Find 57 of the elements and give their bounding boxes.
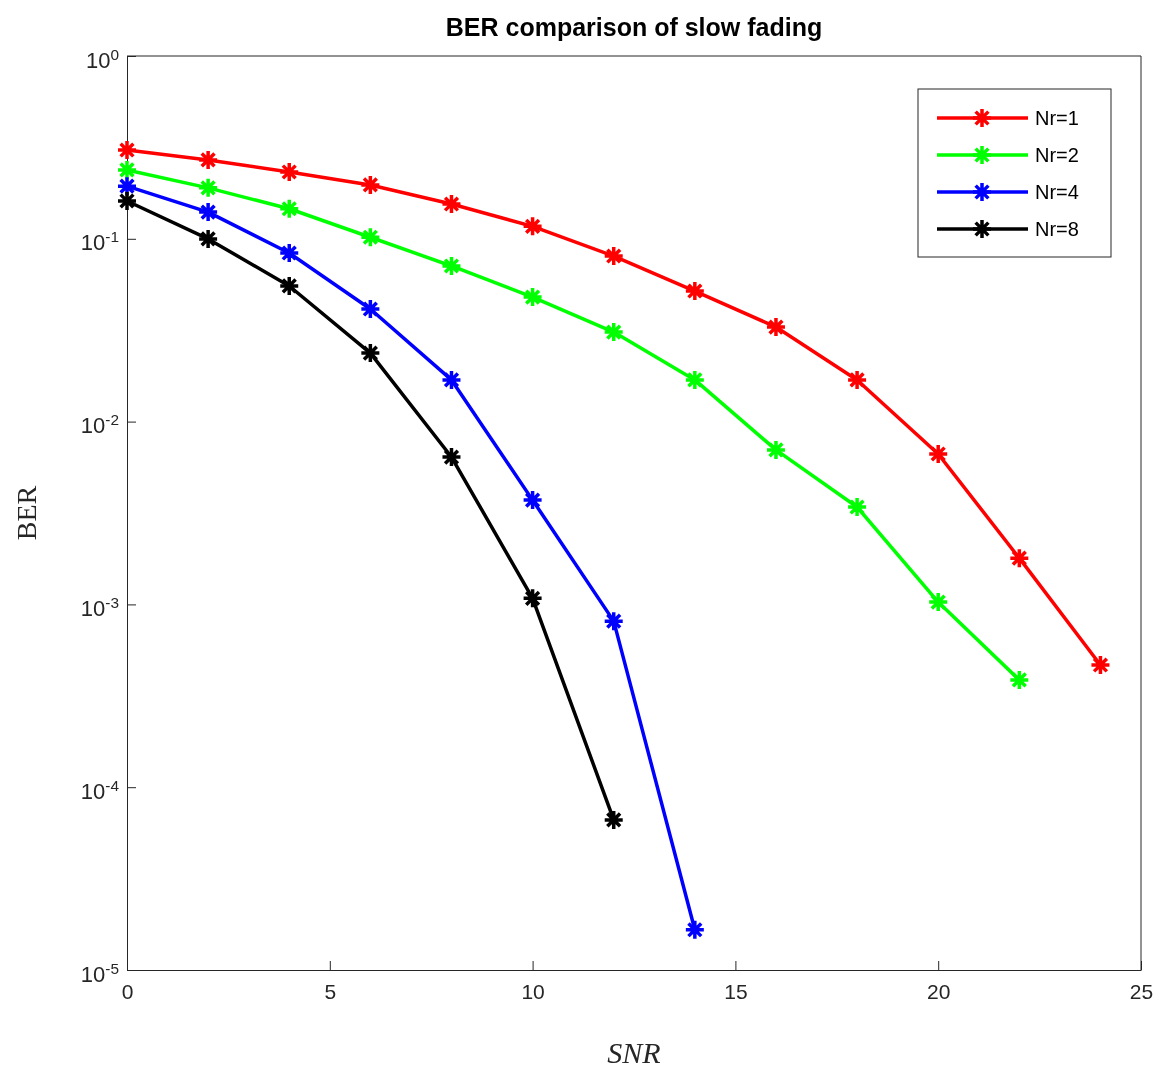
point	[765, 316, 787, 338]
point	[1008, 669, 1031, 691]
point	[359, 342, 382, 364]
point	[1089, 654, 1112, 676]
point	[602, 321, 625, 343]
point	[278, 242, 300, 264]
point	[197, 228, 219, 250]
point	[440, 446, 463, 468]
y-tick-label: 10$^{-5}$	[80, 959, 119, 987]
point	[521, 215, 544, 238]
y-tick-label: 10$^{-4}$	[80, 776, 120, 804]
legend-label: Nr=2	[1035, 144, 1079, 166]
point	[521, 286, 544, 308]
point	[278, 198, 300, 220]
point	[359, 298, 382, 320]
point	[927, 443, 949, 465]
y-tick-label: 10$^{-1}$	[80, 227, 119, 256]
x-tick-label: 5	[324, 979, 337, 1003]
x-tick-label: 20	[927, 979, 951, 1003]
point	[116, 139, 138, 161]
point	[521, 489, 544, 511]
x-axis-title: SNR	[607, 1036, 661, 1069]
y-tick-label: 10$^{0}$	[85, 45, 119, 73]
x-tick-label: 15	[724, 979, 748, 1003]
point	[278, 161, 300, 183]
point	[197, 177, 219, 199]
point	[765, 439, 787, 461]
y-tick-label: 10$^{-3}$	[80, 593, 119, 621]
point	[1008, 547, 1031, 569]
point	[846, 496, 868, 518]
y-axis-title: BER	[11, 485, 42, 541]
point	[846, 369, 868, 391]
point	[359, 226, 382, 248]
point	[116, 190, 138, 212]
point	[684, 919, 706, 941]
point	[521, 587, 544, 610]
legend-label: Nr=4	[1035, 181, 1079, 203]
point	[684, 369, 706, 391]
point	[927, 591, 949, 613]
point	[440, 255, 463, 277]
y-tick-label: 10$^{-2}$	[80, 410, 119, 439]
legend-label: Nr=8	[1035, 218, 1079, 240]
point	[440, 193, 463, 215]
point	[197, 149, 219, 171]
point	[278, 275, 300, 297]
point	[359, 174, 382, 196]
point	[602, 809, 625, 831]
x-tick-label: 25	[1129, 979, 1154, 1003]
legend-label: Nr=1	[1035, 107, 1079, 129]
x-tick-label: 0	[121, 979, 134, 1003]
point	[684, 280, 706, 302]
point	[197, 201, 219, 223]
point	[602, 245, 625, 267]
point	[440, 369, 463, 391]
chart-title: BER comparison of slow fading	[445, 13, 823, 41]
point	[602, 610, 625, 632]
x-tick-label: 10	[521, 979, 545, 1003]
